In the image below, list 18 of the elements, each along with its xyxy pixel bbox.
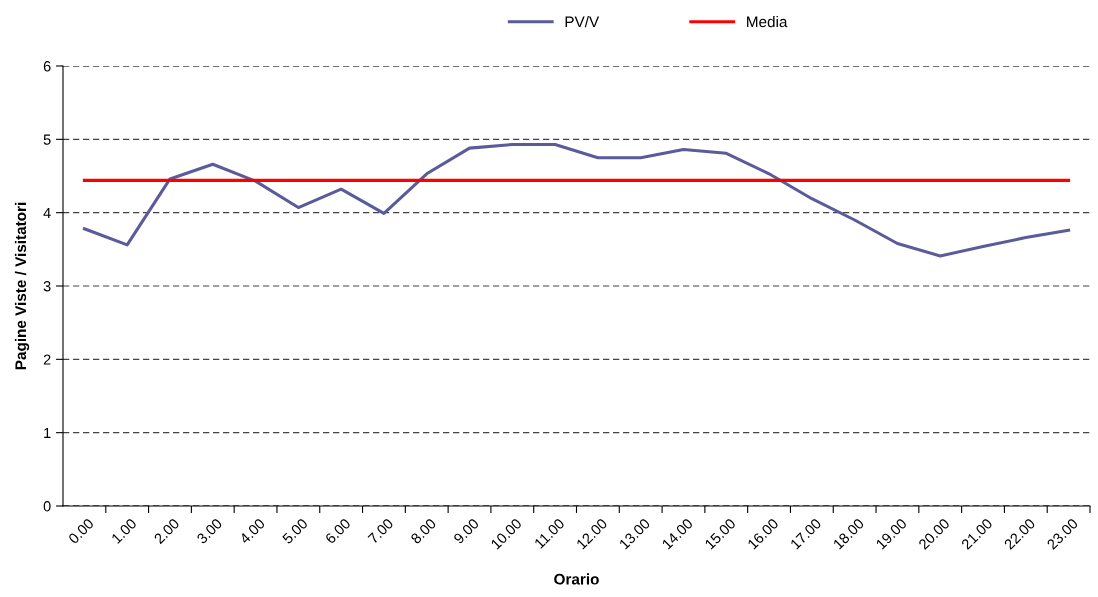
y-tick-label: 0 [43, 501, 51, 512]
x-tick-label: 4.00 [238, 517, 266, 545]
y-tick-label: 6 [43, 61, 51, 72]
line-series [82, 142, 1071, 258]
y-axis-title: Pagine Viste / Visitatori [14, 202, 30, 370]
legend-label: PV/V [565, 16, 600, 28]
x-tick-label: 3.00 [196, 517, 223, 545]
x-axis-title: Orario [554, 573, 599, 585]
y-tick-label: 1 [44, 427, 51, 438]
y-tick-label: 3 [43, 281, 51, 292]
legend-label: Media [747, 16, 788, 28]
y-tick-label: 5 [43, 134, 51, 145]
x-tick-label: 6.00 [324, 517, 352, 545]
x-tick-label: 0.00 [67, 517, 95, 545]
x-tick-label: 9.00 [452, 517, 480, 545]
y-tick-label: 2 [43, 354, 51, 365]
y-tick-label: 4 [43, 207, 51, 218]
x-tick-label: 7.00 [367, 517, 394, 545]
